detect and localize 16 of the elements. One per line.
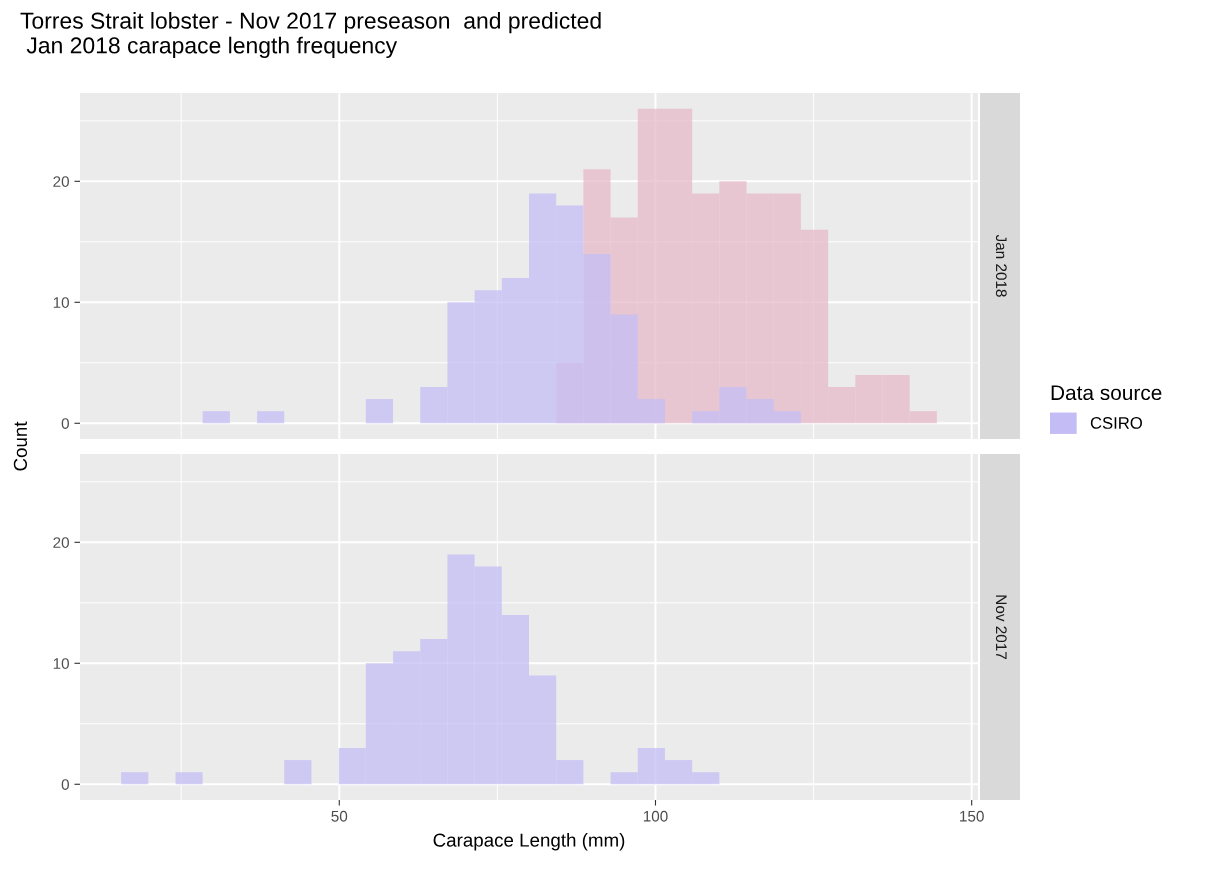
y-tick-label: 0 (61, 779, 69, 790)
y-tick-label: 10 (53, 297, 69, 308)
legend-label: CSIRO (1090, 417, 1142, 429)
y-tick-label: 10 (53, 658, 69, 669)
x-tick-label: 100 (643, 810, 668, 822)
text: Nov 2017 (995, 595, 1007, 659)
y-tick-label: 20 (53, 176, 69, 187)
text: Jan 2018 (995, 234, 1007, 297)
y-tick-label: 20 (53, 537, 69, 548)
legend-title: Data source (1051, 385, 1162, 401)
x-tick-label: 150 (960, 810, 984, 822)
y-tick-label: 0 (61, 418, 69, 429)
y-axis-title: Count (13, 421, 28, 471)
chart-title: Torres Strait lobster - Nov 2017 preseason and predicted Jan 2018 carapace length frequency (20, 12, 601, 59)
x-axis-title: Carapace Length (mm) (433, 832, 625, 851)
x-tick-label: 50 (331, 810, 348, 822)
